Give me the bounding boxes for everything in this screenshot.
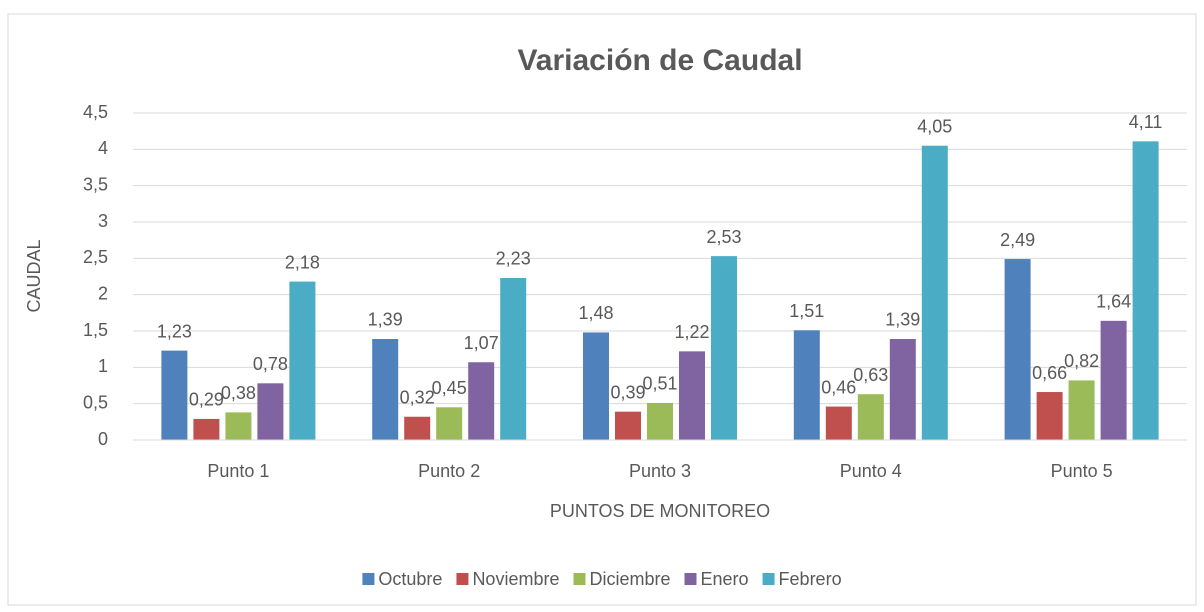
- data-label: 0,63: [853, 365, 888, 385]
- data-label: 1,64: [1096, 292, 1131, 312]
- data-label: 0,32: [400, 387, 435, 407]
- y-tick-label: 1: [98, 356, 108, 376]
- bar: [289, 281, 316, 440]
- data-label: 1,22: [674, 322, 709, 342]
- bar: [615, 411, 641, 440]
- data-label: 2,49: [1000, 230, 1035, 250]
- bar: [372, 338, 399, 440]
- x-tick-label: Punto 2: [418, 461, 480, 481]
- data-label: 0,51: [642, 374, 677, 394]
- bar: [500, 277, 527, 440]
- legend-swatch: [762, 573, 775, 585]
- data-label: 0,46: [821, 377, 856, 397]
- bar: [1132, 141, 1159, 440]
- x-tick-label: Punto 4: [840, 461, 902, 481]
- bar: [404, 416, 431, 440]
- y-tick-label: 1,5: [83, 320, 108, 340]
- data-label: 2,53: [706, 227, 741, 247]
- bar: [679, 351, 705, 440]
- y-tick-label: 2: [98, 283, 108, 303]
- x-axis-title: PUNTOS DE MONITOREO: [550, 501, 770, 521]
- y-tick-label: 2,5: [83, 247, 108, 267]
- bar: [1036, 392, 1063, 440]
- data-label: 1,39: [885, 310, 920, 330]
- y-tick-label: 0,5: [83, 392, 108, 412]
- data-label: 1,51: [789, 301, 824, 321]
- data-label: 0,39: [610, 382, 645, 402]
- y-tick-label: 0: [98, 429, 108, 449]
- legend-swatch: [573, 573, 586, 585]
- bar: [921, 145, 948, 440]
- bar: [889, 338, 916, 440]
- legend-label: Febrero: [779, 569, 842, 589]
- bar: [436, 407, 463, 440]
- data-label: 0,29: [189, 390, 224, 410]
- y-tick-label: 3: [98, 211, 108, 231]
- bar: [161, 350, 188, 440]
- bar: [647, 402, 673, 440]
- x-tick-label: Punto 1: [207, 461, 269, 481]
- chart-title: Variación de Caudal: [517, 44, 802, 77]
- bar: [793, 330, 820, 440]
- legend-label: Diciembre: [589, 569, 670, 589]
- bar: [1004, 259, 1031, 440]
- bar: [468, 362, 495, 440]
- y-tick-label: 4: [98, 138, 108, 158]
- data-label: 0,66: [1032, 363, 1067, 383]
- bar: [193, 418, 220, 440]
- data-label: 0,38: [221, 383, 256, 403]
- y-axis-title: CAUDAL: [24, 239, 44, 312]
- legend-label: Noviembre: [472, 569, 559, 589]
- bar: [1068, 380, 1095, 440]
- data-label: 0,78: [253, 354, 288, 374]
- legend-swatch: [456, 573, 469, 585]
- data-label: 2,23: [496, 249, 531, 269]
- x-tick-label: Punto 3: [629, 461, 691, 481]
- bar: [1100, 320, 1127, 440]
- data-label: 1,39: [368, 310, 403, 330]
- y-tick-label: 4,5: [83, 102, 108, 122]
- bar: [857, 394, 884, 440]
- x-tick-label: Punto 5: [1051, 461, 1113, 481]
- data-label: 4,05: [917, 116, 952, 136]
- bar: [257, 383, 284, 440]
- legend-label: Octubre: [378, 569, 442, 589]
- bar: [583, 332, 609, 440]
- bar: [711, 256, 737, 440]
- legend-label: Enero: [701, 569, 749, 589]
- y-tick-label: 3,5: [83, 174, 108, 194]
- data-label: 1,48: [578, 303, 613, 323]
- data-label: 0,82: [1064, 351, 1099, 371]
- bar: [825, 406, 852, 440]
- legend-swatch: [362, 573, 375, 585]
- bar: [225, 412, 252, 440]
- data-label: 1,07: [464, 333, 499, 353]
- data-label: 0,45: [432, 378, 467, 398]
- legend-swatch: [684, 573, 697, 585]
- data-label: 2,18: [285, 252, 320, 272]
- data-label: 1,23: [157, 321, 192, 341]
- data-label: 4,11: [1129, 112, 1163, 132]
